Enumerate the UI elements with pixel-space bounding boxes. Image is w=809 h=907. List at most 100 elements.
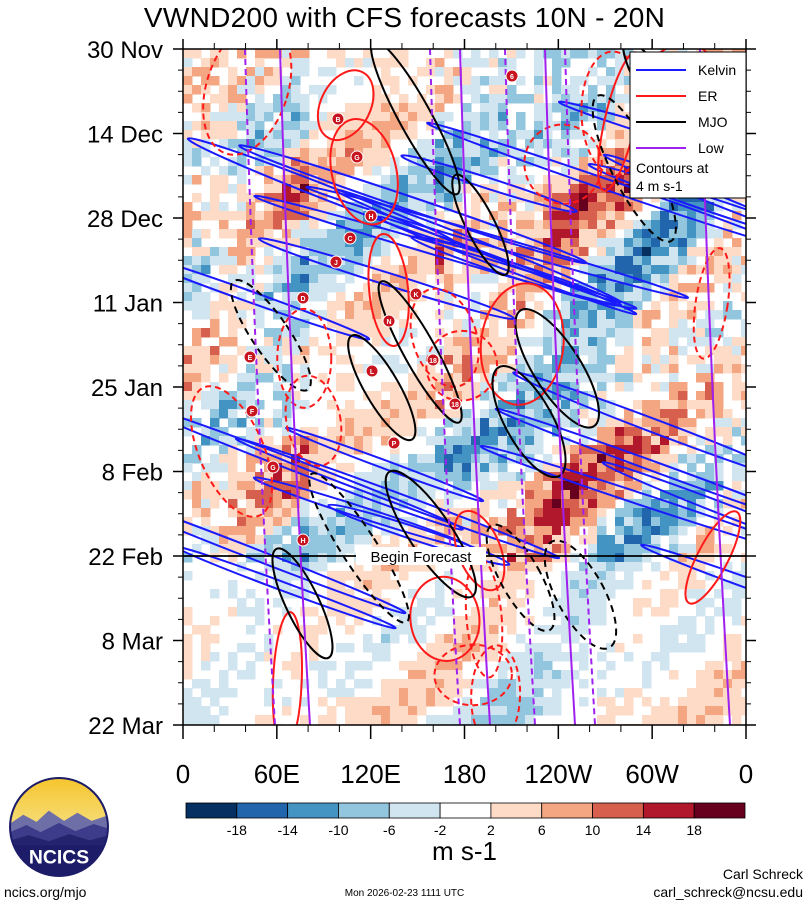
storm-label: D	[300, 296, 305, 303]
y-tick-label: 30 Nov	[87, 37, 163, 64]
colorbar-tick-label: 10	[585, 822, 601, 838]
storm-label: 6	[510, 74, 514, 81]
storm-marker: J	[329, 255, 343, 269]
x-axis: 0 60E 120E 180 120W 60W 0	[176, 39, 753, 789]
author-name: Carl Schreck	[722, 866, 803, 882]
kelvin-contour	[601, 461, 746, 578]
mjo-contour	[491, 365, 567, 479]
storm-marker: C	[343, 231, 357, 245]
storm-marker: 18	[448, 397, 462, 411]
legend-label: Kelvin	[698, 62, 736, 78]
kelvin-contour	[285, 426, 485, 503]
colorbar-bin	[287, 802, 339, 819]
colorbar-bin	[693, 802, 746, 819]
colorbar-bin	[439, 802, 492, 819]
kelvin-contour	[587, 163, 746, 267]
kelvin-contour	[512, 371, 746, 484]
x-tick-label: 120W	[524, 759, 592, 789]
storm-marker: 6	[505, 69, 519, 83]
mjo-contour	[229, 279, 312, 392]
low-contour	[459, 49, 491, 725]
kelvin-contour	[494, 407, 746, 534]
er-contour	[684, 510, 742, 605]
kelvin-contour	[183, 401, 464, 531]
kelvin-contour	[327, 503, 511, 567]
storm-label: B	[335, 117, 340, 124]
storm-marker: D	[296, 291, 310, 305]
legend-label: MJO	[698, 114, 728, 130]
site-link[interactable]: ncics.org/mjo	[4, 884, 87, 900]
colorbar-units: m s-1	[432, 836, 497, 866]
storm-label: P	[392, 441, 397, 448]
storm-label: C	[347, 236, 352, 243]
low-contour	[564, 49, 596, 725]
kelvin-contour	[183, 249, 371, 341]
colorbar-tick-label: 2	[487, 822, 495, 838]
y-tick-label: 8 Feb	[102, 460, 163, 487]
er-contour	[479, 282, 565, 406]
storm-marker: K	[409, 287, 423, 301]
mjo-contour	[514, 308, 601, 429]
forecast-line-group: Begin Forecast	[183, 547, 746, 566]
er-contour	[329, 118, 399, 226]
er-contour	[276, 307, 333, 409]
colorbar-bin	[592, 802, 644, 819]
colorbar-bin	[541, 802, 593, 819]
storm-marker: E	[243, 350, 257, 364]
kelvin-contour	[186, 137, 457, 245]
storm-marker: L	[365, 364, 379, 378]
er-contour	[692, 247, 731, 360]
er-contour	[433, 643, 513, 707]
colorbar-bin	[338, 802, 390, 819]
low-contour	[504, 49, 536, 725]
mjo-contour	[377, 280, 463, 424]
kelvin-contour	[400, 154, 578, 213]
colorbar-tick-label: -14	[278, 822, 298, 838]
storm-label: 18	[429, 358, 437, 365]
y-tick-label: 11 Jan	[93, 291, 163, 318]
er-contour	[367, 232, 410, 347]
forecast-label-bg	[356, 547, 486, 565]
x-tick-label: 0	[176, 759, 190, 789]
mjo-contour	[271, 547, 334, 660]
y-tick-label: 25 Jan	[91, 375, 163, 402]
er-contour	[464, 557, 504, 679]
x-tick-label: 60W	[625, 759, 679, 789]
storm-marker: H	[296, 533, 310, 547]
colorbar-tick-label: 14	[636, 822, 652, 838]
colorbar-tick-label: 18	[686, 822, 702, 838]
legend-box	[629, 51, 747, 199]
legend: Kelvin ER MJO Low Contours at 4 m s-1	[629, 51, 747, 199]
kelvin-contour	[183, 545, 397, 630]
storm-markers: B G H C J D K N E L F P G H 6 18 18	[243, 69, 519, 547]
kelvin-contour	[234, 437, 561, 560]
er-contour	[202, 49, 293, 156]
low-contour	[429, 49, 461, 725]
storm-marker: N	[382, 314, 396, 328]
y-axis: 30 Nov 14 Dec 28 Dec 11 Jan 25 Jan 8 Feb 22 Fe…	[87, 37, 756, 740]
colorbar-tick-label: -18	[227, 822, 247, 838]
low-contour	[279, 49, 311, 725]
legend-note: 4 m s-1	[636, 178, 683, 194]
colorbar-bin	[490, 802, 543, 819]
er-contour	[470, 644, 522, 725]
storm-label: N	[386, 319, 391, 326]
storm-marker: G	[350, 150, 364, 164]
er-contour	[409, 575, 481, 662]
x-tick-label: 120E	[340, 759, 401, 789]
storm-label: J	[334, 260, 338, 267]
storm-label: K	[413, 292, 418, 299]
storm-label: L	[370, 369, 375, 376]
y-tick-label: 22 Feb	[88, 544, 163, 571]
ncics-logo: NCICS	[9, 777, 109, 877]
y-tick-label: 8 Mar	[102, 629, 163, 656]
colorbar-tick-label: -6	[383, 822, 396, 838]
storm-marker: P	[387, 436, 401, 450]
y-tick-label: 28 Dec	[87, 206, 163, 233]
low-contour	[544, 49, 576, 725]
mjo-contour	[308, 472, 410, 624]
storm-marker: G	[266, 460, 280, 474]
chart-title: VWND200 with CFS forecasts 10N - 20N	[143, 2, 666, 33]
author-email[interactable]: carl_schreck@ncsu.edu	[653, 884, 803, 900]
